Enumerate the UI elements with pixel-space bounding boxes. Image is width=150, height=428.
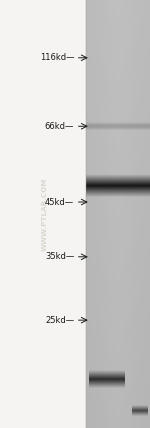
- Text: 35kd—: 35kd—: [45, 252, 74, 262]
- Text: 45kd—: 45kd—: [45, 197, 74, 207]
- Text: 66kd—: 66kd—: [45, 122, 74, 131]
- Text: WWW.PTLAB.COM: WWW.PTLAB.COM: [42, 177, 48, 251]
- Text: 116kd—: 116kd—: [40, 53, 74, 62]
- Text: 25kd—: 25kd—: [45, 315, 74, 325]
